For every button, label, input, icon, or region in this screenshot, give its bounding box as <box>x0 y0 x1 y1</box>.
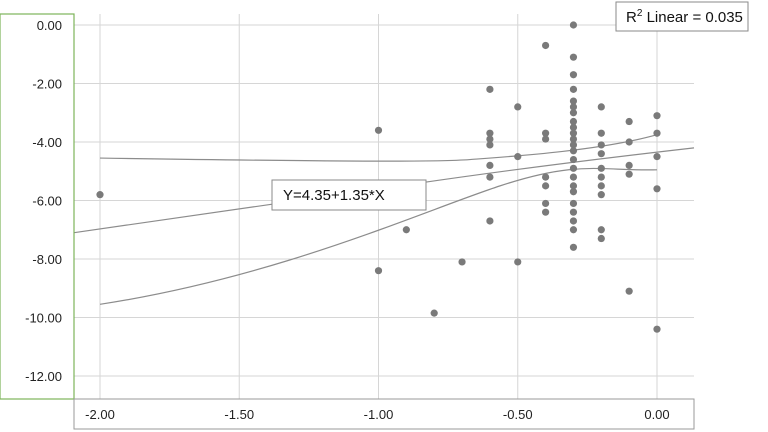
y-axis-ticks: 0.00 -2.00 -4.00 -6.00 -8.00 -10.00 -12.00 <box>25 18 62 384</box>
data-point <box>430 309 438 317</box>
data-point <box>569 103 578 111</box>
fit-lines <box>73 134 695 305</box>
y-tick-label: -10.00 <box>25 311 62 326</box>
data-point <box>653 112 661 120</box>
data-point <box>597 191 605 199</box>
data-point <box>569 147 578 155</box>
data-point <box>569 173 578 181</box>
y-axis-panel-border <box>0 13 75 400</box>
data-point <box>569 123 578 131</box>
data-point <box>514 258 522 266</box>
data-point <box>486 141 494 149</box>
data-point <box>569 226 578 234</box>
data-point <box>542 135 550 143</box>
grid-lines <box>74 14 694 399</box>
x-tick-label: -2.00 <box>85 407 115 422</box>
y-tick-label: -12.00 <box>25 369 62 384</box>
confidence-band-upper <box>99 134 658 162</box>
r-squared-label: R2 Linear = 0.035 <box>626 8 743 26</box>
data-point <box>402 226 410 234</box>
data-point <box>514 153 522 161</box>
data-point <box>96 191 104 199</box>
data-point <box>653 129 661 137</box>
x-tick-label: -1.50 <box>224 407 254 422</box>
data-point <box>569 129 578 137</box>
data-point <box>569 71 578 79</box>
data-point <box>569 243 578 251</box>
data-point <box>569 53 578 61</box>
data-point <box>542 41 550 50</box>
data-point <box>569 188 578 196</box>
data-point <box>597 150 605 158</box>
x-tick-label: -1.00 <box>364 407 394 422</box>
data-point <box>653 153 661 161</box>
data-point <box>597 234 605 243</box>
data-point <box>569 199 578 208</box>
data-point <box>597 103 605 111</box>
r-squared-box: R2 Linear = 0.035 <box>615 1 749 32</box>
data-point <box>597 182 605 190</box>
data-point <box>542 208 550 216</box>
data-point <box>569 21 578 29</box>
data-point <box>569 217 578 225</box>
data-point <box>486 217 494 225</box>
fit-equation-label: Y=4.35+1.35*X <box>283 187 385 204</box>
y-tick-label: -8.00 <box>32 252 62 267</box>
data-point <box>625 170 633 178</box>
data-point <box>569 155 578 164</box>
y-tick-label: 0.00 <box>37 18 62 33</box>
x-axis-ticks: -2.00 -1.50 -1.00 -0.50 0.00 <box>85 407 669 422</box>
data-point <box>569 164 578 172</box>
data-point <box>569 97 578 105</box>
y-tick-label: -4.00 <box>32 135 62 150</box>
data-point <box>486 85 494 93</box>
data-point <box>542 199 550 208</box>
data-point <box>597 141 605 149</box>
data-point <box>542 129 550 137</box>
data-point <box>542 182 550 190</box>
data-point <box>597 129 605 137</box>
data-point <box>569 117 578 126</box>
data-point <box>653 325 661 333</box>
x-tick-label: -0.50 <box>503 407 533 422</box>
data-point <box>653 185 661 193</box>
fit-equation-box: Y=4.35+1.35*X <box>271 179 427 211</box>
y-tick-label: -2.00 <box>32 77 62 92</box>
data-point <box>374 126 383 134</box>
data-point <box>569 85 578 93</box>
data-points <box>96 21 661 333</box>
x-axis-panel-border <box>73 398 695 430</box>
data-point <box>486 135 494 143</box>
data-point <box>569 135 578 143</box>
data-point <box>486 129 494 137</box>
data-point <box>597 164 605 172</box>
data-point <box>486 173 494 181</box>
y-tick-label: -6.00 <box>32 194 62 209</box>
data-point <box>597 226 605 234</box>
data-point <box>625 161 633 169</box>
data-point <box>625 287 633 295</box>
data-point <box>458 258 466 266</box>
data-point <box>374 267 383 275</box>
data-point <box>625 117 633 126</box>
x-tick-label: 0.00 <box>644 407 669 422</box>
data-point <box>569 182 578 190</box>
data-point <box>569 109 578 117</box>
data-point <box>542 173 550 181</box>
data-point <box>514 103 522 111</box>
data-point <box>569 208 578 216</box>
data-point <box>597 173 605 181</box>
data-point <box>569 141 578 149</box>
data-point <box>486 161 494 169</box>
data-point <box>625 138 633 146</box>
